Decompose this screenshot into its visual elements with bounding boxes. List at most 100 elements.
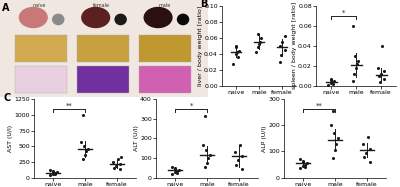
Point	[174, 171, 181, 174]
Point	[328, 124, 335, 127]
Bar	[77, 35, 129, 62]
Point	[276, 60, 283, 63]
Point	[296, 167, 303, 170]
Point	[50, 170, 56, 173]
Point	[367, 160, 374, 163]
Point	[205, 157, 212, 160]
Ellipse shape	[19, 7, 48, 28]
Point	[236, 144, 243, 147]
Point	[234, 51, 240, 54]
Ellipse shape	[177, 14, 189, 25]
Point	[232, 151, 238, 154]
Point	[300, 164, 306, 167]
Point	[255, 32, 262, 35]
Point	[279, 40, 285, 43]
Point	[277, 44, 284, 47]
Point	[233, 44, 239, 47]
Point	[81, 145, 87, 148]
Point	[254, 46, 261, 49]
Y-axis label: ALP (U/l): ALP (U/l)	[262, 125, 267, 152]
Text: B: B	[200, 0, 207, 9]
Point	[332, 149, 338, 152]
Point	[376, 80, 383, 83]
Point	[331, 79, 337, 82]
Point	[333, 142, 340, 145]
Point	[50, 172, 56, 175]
Point	[378, 44, 385, 47]
Point	[80, 157, 86, 160]
Point	[330, 82, 336, 85]
Point	[296, 158, 303, 161]
Point	[202, 114, 208, 117]
Point	[352, 54, 358, 57]
Point	[329, 80, 336, 83]
Y-axis label: liver / body weight [ratio]: liver / body weight [ratio]	[198, 6, 203, 86]
Point	[302, 163, 308, 166]
Point	[354, 62, 360, 65]
Point	[353, 66, 359, 69]
Point	[253, 51, 260, 54]
Point	[278, 54, 284, 57]
Point	[235, 158, 242, 161]
Text: *: *	[189, 102, 193, 108]
Point	[113, 164, 120, 167]
Point	[355, 59, 361, 62]
Point	[46, 169, 53, 172]
Point	[257, 40, 263, 43]
Point	[236, 49, 242, 52]
Point	[176, 168, 182, 171]
Point	[50, 170, 57, 173]
Text: A: A	[2, 3, 10, 13]
Point	[302, 166, 309, 169]
Ellipse shape	[114, 14, 127, 25]
Point	[172, 170, 178, 173]
Point	[381, 69, 387, 72]
Text: C: C	[4, 93, 11, 103]
Text: naïve: naïve	[33, 3, 46, 8]
Point	[376, 74, 382, 77]
Point	[233, 46, 239, 49]
Point	[234, 56, 241, 59]
Point	[172, 167, 179, 170]
Point	[363, 151, 370, 154]
Bar	[14, 35, 66, 62]
Y-axis label: AST (U/l): AST (U/l)	[8, 125, 13, 152]
Point	[52, 171, 58, 174]
Y-axis label: ALT (U/l): ALT (U/l)	[134, 125, 139, 151]
Bar	[139, 66, 191, 93]
Point	[52, 173, 59, 176]
Bar	[77, 66, 129, 93]
Point	[350, 24, 356, 27]
Point	[200, 144, 207, 147]
Point	[281, 48, 288, 51]
Point	[168, 172, 175, 175]
Text: **: **	[66, 102, 72, 108]
Point	[118, 155, 124, 158]
Point	[360, 142, 366, 145]
Point	[300, 159, 306, 162]
Text: female: female	[94, 3, 110, 8]
Point	[330, 157, 336, 160]
Point	[334, 137, 341, 140]
Point	[256, 43, 262, 46]
Point	[117, 168, 124, 171]
Point	[330, 109, 336, 112]
Point	[304, 162, 310, 165]
Point	[206, 154, 213, 157]
Point	[350, 79, 356, 82]
Point	[174, 169, 180, 172]
Text: male: male	[158, 3, 170, 8]
Point	[378, 73, 384, 76]
Point	[361, 155, 368, 158]
Point	[83, 150, 90, 153]
Point	[328, 77, 334, 80]
Text: *: *	[342, 9, 345, 15]
Point	[351, 73, 358, 76]
Point	[80, 113, 86, 116]
Point	[114, 158, 121, 161]
Point	[46, 173, 53, 176]
Point	[328, 79, 334, 82]
Point	[367, 147, 374, 150]
Point	[202, 165, 208, 168]
Bar	[14, 66, 66, 93]
